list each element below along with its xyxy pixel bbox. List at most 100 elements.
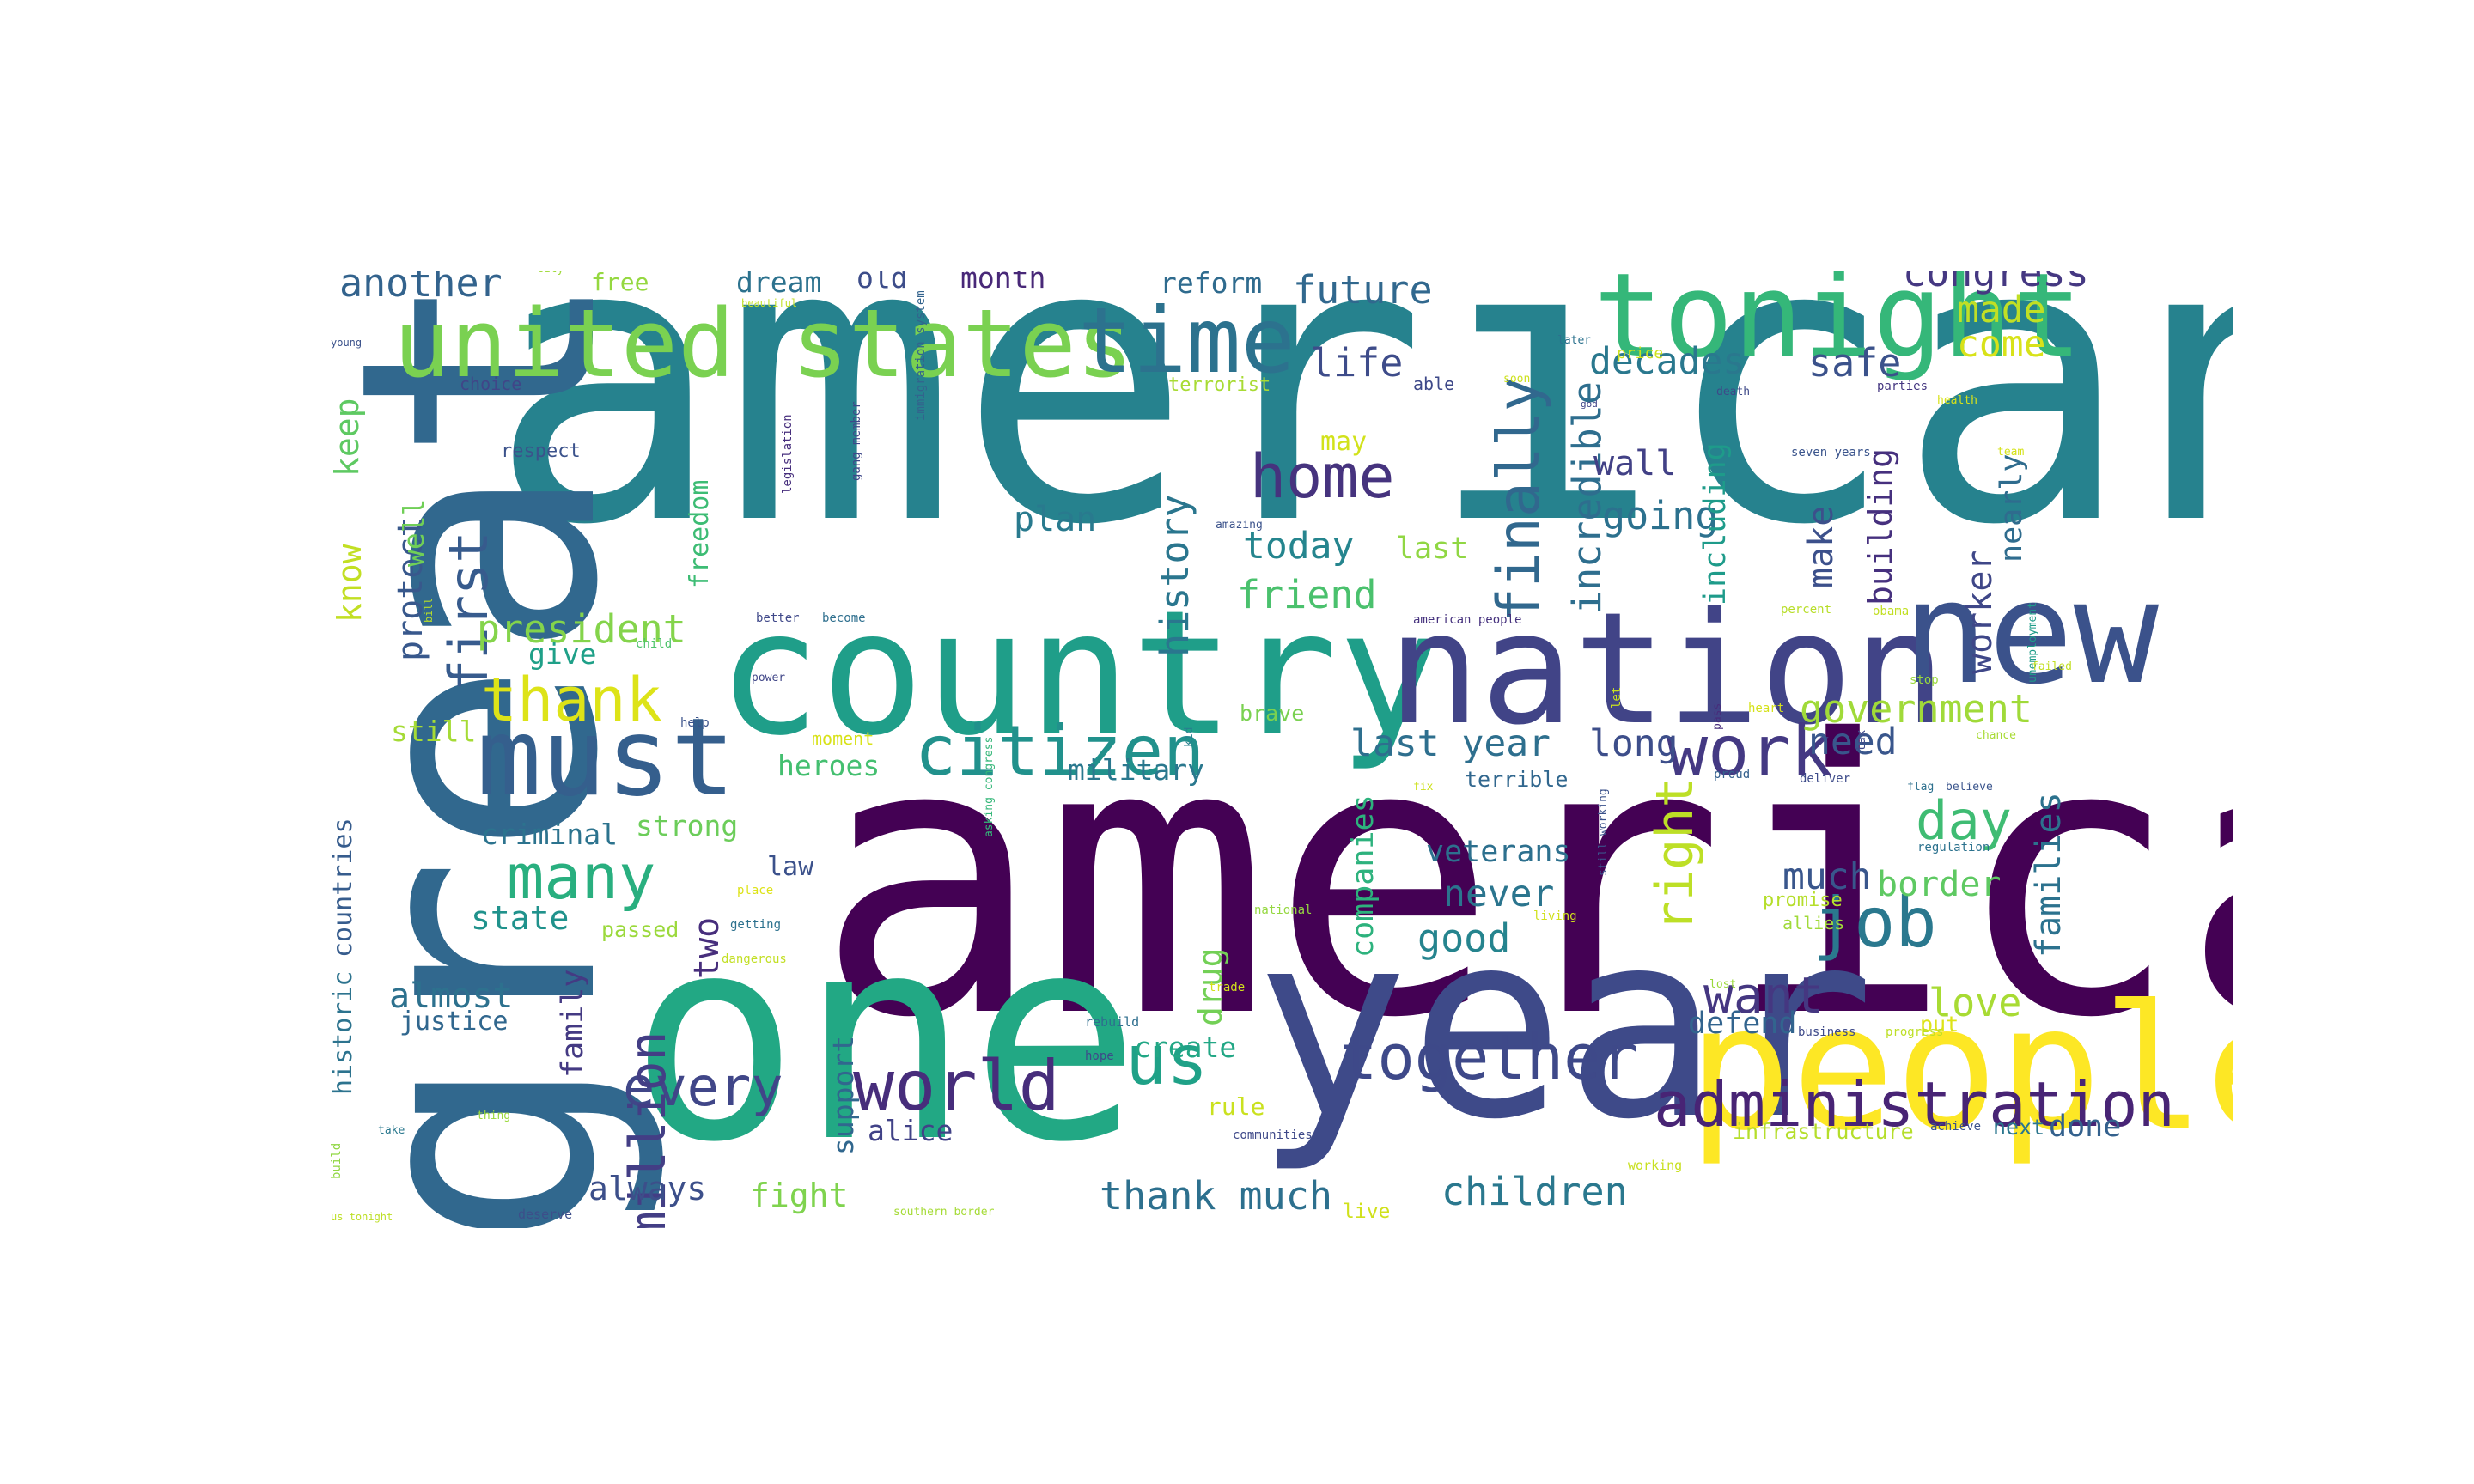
cloud-word: done — [2049, 1110, 2122, 1144]
cloud-word: day — [1916, 789, 2012, 852]
cloud-word: later — [1557, 334, 1592, 347]
cloud-word: going — [1602, 493, 1719, 538]
cloud-word: job — [1813, 883, 1937, 963]
cloud-word: america — [815, 660, 2233, 1100]
cloud-word: american — [488, 271, 2233, 611]
cloud-word: alice — [868, 1114, 954, 1147]
cloud-word: home — [1250, 441, 1395, 512]
cloud-word: trade — [1209, 981, 1246, 994]
cloud-word: tonight — [1593, 271, 2082, 383]
cloud-word: long — [1589, 722, 1679, 765]
cloud-word: living — [1533, 909, 1577, 923]
cloud-word: allies — [1782, 913, 1845, 934]
cloud-word: safe — [1808, 340, 1902, 386]
cloud-word: congress — [1903, 271, 2089, 295]
cloud-word: historic — [331, 970, 358, 1096]
cloud-word: national — [1254, 903, 1313, 917]
cloud-word: friend — [1237, 572, 1377, 617]
cloud-word: help — [680, 716, 710, 730]
cloud-word: love — [1929, 980, 2022, 1025]
cloud-word: wonderful — [1076, 271, 1136, 273]
cloud-word: take — [378, 1124, 405, 1137]
cloud-word: incredible — [1564, 381, 1610, 614]
cloud-word: flag — [1907, 781, 1935, 794]
cloud-word: defend — [1688, 1007, 1797, 1041]
cloud-word: citizen — [915, 711, 1205, 791]
cloud-word: create — [1134, 1031, 1237, 1064]
cloud-word: countries — [331, 818, 358, 958]
word-cloud: americanamericagreatoneyearpeoplecountry… — [331, 271, 2233, 1228]
cloud-word: kid — [1183, 727, 1196, 747]
cloud-word: proud — [1714, 768, 1751, 782]
cloud-word: many — [507, 841, 656, 913]
cloud-word: terrible — [1465, 767, 1569, 792]
cloud-word: child — [636, 637, 673, 651]
cloud-word: gang member — [850, 401, 863, 481]
cloud-word: together — [1340, 1021, 1638, 1093]
cloud-word: thank much — [1100, 1173, 1332, 1219]
cloud-word: economic — [1405, 271, 1454, 272]
cloud-word: administration — [1654, 1068, 2175, 1140]
cloud-word: people — [1688, 969, 2233, 1169]
cloud-word: support — [826, 1035, 860, 1155]
cloud-word: american people — [1413, 613, 1522, 627]
cloud-word: family — [556, 969, 590, 1078]
cloud-word: promise — [1763, 890, 1843, 911]
cloud-word: president — [477, 606, 686, 652]
cloud-word: health — [1937, 394, 1977, 407]
cloud-word: young — [331, 337, 363, 349]
cloud-word: veterans — [1426, 835, 1571, 869]
cloud-word: good — [1417, 915, 1511, 961]
cloud-word: working — [1628, 1158, 1683, 1173]
cloud-word: able — [1413, 374, 1455, 394]
cloud-word: year — [1254, 876, 1875, 1176]
cloud-word: achieve — [1930, 1120, 1982, 1134]
cloud-word: need — [1808, 721, 1898, 763]
cloud-word: live — [1343, 1201, 1391, 1223]
cloud-word: decades — [1589, 340, 1746, 383]
cloud-word: thank — [481, 665, 662, 735]
cloud-word: month — [960, 271, 1046, 295]
cloud-word: may — [1320, 427, 1368, 457]
cloud-word: thing — [477, 1110, 511, 1122]
cloud-word: nearly — [1995, 453, 2029, 563]
cloud-word: asking congress — [983, 736, 996, 837]
cloud-word: united states — [393, 289, 1133, 398]
cloud-word: number — [1514, 271, 1555, 273]
cloud-word: fight — [750, 1177, 849, 1214]
cloud-word: last — [1396, 532, 1469, 566]
cloud-word: well — [397, 498, 430, 567]
cloud-word: new — [1903, 550, 2160, 715]
cloud-word: business — [1798, 1025, 1856, 1039]
cloud-word: tax — [1855, 729, 1868, 751]
cloud-word: next — [1993, 1115, 2045, 1140]
cloud-word: today — [1243, 525, 1355, 568]
cloud-word: respect — [501, 441, 581, 462]
cloud-word: never — [1443, 873, 1555, 915]
cloud-word: regulation — [1917, 841, 1990, 855]
cloud-word: terrorist — [1168, 374, 1271, 396]
cloud-word: still working — [1597, 788, 1610, 876]
cloud-word: build — [331, 1142, 344, 1179]
cloud-word: companies — [1346, 794, 1380, 958]
cloud-word: including — [1698, 442, 1733, 605]
cloud-word: better — [756, 611, 800, 625]
cloud-word: children — [1441, 1169, 1628, 1214]
cloud-word: keep — [331, 398, 366, 477]
cloud-word: country — [717, 574, 1441, 774]
cloud-word: soon — [1503, 373, 1531, 386]
cloud-word: us — [1125, 1020, 1209, 1100]
cloud-word: come — [1957, 323, 2046, 366]
cloud-word: nation — [1387, 580, 1947, 759]
cloud-word: work — [1667, 711, 1832, 791]
cloud-word: every — [623, 1055, 783, 1118]
cloud-word: justice — [399, 1007, 509, 1037]
cloud-word: wall — [1593, 444, 1677, 484]
cloud-word: time — [1078, 289, 1295, 393]
cloud-word: god — [1581, 398, 1598, 410]
cloud-word: must — [477, 696, 736, 820]
cloud-word: failed — [2032, 660, 2072, 673]
cloud-word: much — [1782, 855, 1872, 898]
cloud-word: rule — [1207, 1092, 1265, 1121]
